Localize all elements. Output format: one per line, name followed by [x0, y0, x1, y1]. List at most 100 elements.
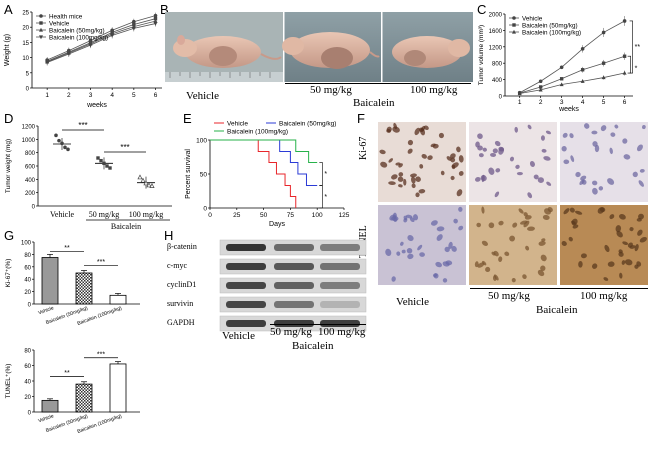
ihc-cell — [514, 126, 518, 133]
f-label-100: 100 mg/kg — [580, 290, 628, 302]
d-point — [96, 156, 100, 160]
d-point — [57, 138, 61, 143]
c-point — [580, 68, 585, 72]
panel-letter-f: F — [357, 111, 365, 126]
ihc-cell — [403, 218, 408, 223]
blot-band — [226, 244, 266, 251]
ihc-cell — [450, 175, 455, 181]
ihc-cell — [637, 229, 643, 236]
c-ylabel: Tumor volume (mm³) — [478, 25, 485, 85]
ihc-cell — [474, 261, 479, 268]
b-label-50: 50 mg/kg — [310, 84, 352, 96]
g1-bar — [75, 272, 93, 305]
c-legend-label: Baicalein (50mg/kg) — [522, 22, 578, 29]
d-ytick-label: 400 — [25, 178, 36, 184]
c-ytick-label: 400 — [492, 78, 503, 84]
c-point — [559, 65, 564, 70]
mouse-photos — [165, 12, 473, 82]
c-point — [559, 77, 564, 81]
a-xtick-label: 4 — [110, 92, 114, 99]
ihc-cell — [533, 174, 539, 180]
c-xtick-label: 3 — [560, 99, 564, 106]
g2-ytick-label: 20 — [24, 395, 31, 401]
ihc-cell — [592, 141, 598, 147]
ihc-cell — [527, 192, 533, 199]
ihc-cell — [570, 155, 575, 163]
g2-sig-label-1: ** — [64, 370, 70, 377]
panel-letter-h: H — [164, 228, 174, 243]
g2-ylabel: TUNEL⁺(%) — [5, 364, 12, 399]
g2-bar — [75, 383, 93, 413]
c-legend-marker — [512, 23, 516, 27]
mouse-vehicle — [173, 35, 282, 68]
c-sig-label-1: ** — [635, 44, 641, 51]
ihc-cell — [400, 241, 404, 246]
ihc-cell — [477, 262, 485, 268]
ihc-cell — [407, 148, 413, 154]
c-xtick-label: 2 — [539, 99, 543, 106]
ihc-cell — [603, 277, 609, 281]
ihc-cell — [591, 130, 598, 135]
blot-band — [274, 320, 314, 327]
c-series-line-2 — [519, 72, 625, 94]
d-point — [108, 166, 112, 170]
c-point — [601, 61, 606, 65]
d-point — [54, 133, 58, 138]
blot-band — [320, 301, 360, 308]
ihc-tile-bg — [560, 205, 648, 285]
ihc-cell — [634, 244, 639, 252]
ihc-cell — [619, 213, 626, 220]
ihc-cell — [546, 181, 552, 186]
c-xtick-label: 4 — [581, 99, 585, 106]
ihc-cell — [406, 248, 413, 254]
ihc-cell — [516, 171, 523, 176]
ihc-cell — [523, 220, 530, 228]
ihc-cell — [504, 251, 510, 257]
ihc-cell — [423, 125, 429, 131]
e-xtick-label: 100 — [312, 212, 323, 219]
b-group-line — [285, 83, 471, 84]
ihc-cell — [579, 179, 585, 185]
c-point — [538, 85, 543, 89]
d-sig-label-1: *** — [78, 121, 87, 130]
ihc-cell — [480, 175, 487, 182]
ihc-cell — [523, 212, 528, 217]
b-label-vehicle: Vehicle — [186, 90, 219, 102]
h-label-100: 100 mg/kg — [318, 326, 366, 338]
ihc-cell — [495, 168, 501, 173]
ihc-cell — [398, 172, 404, 177]
blot-band — [320, 244, 360, 251]
ihc-cell — [492, 275, 497, 282]
ihc-cell — [563, 159, 570, 165]
a-point — [110, 33, 115, 38]
e-xtick-label: 75 — [287, 212, 295, 219]
mouse-100mg — [392, 36, 470, 68]
ihc-cell — [458, 225, 464, 231]
ihc-cell — [458, 206, 463, 212]
ihc-cell — [482, 260, 487, 266]
c-legend-marker — [512, 16, 516, 20]
f-row-ki67: Ki-67 — [358, 136, 369, 160]
ihc-cell — [498, 220, 504, 226]
d-ylabel: Tumor weight (mg) — [5, 139, 12, 193]
western-blot: β-catenin c-myc cyclinD1 survivin GAPDH — [164, 232, 370, 352]
blot-band — [226, 263, 266, 270]
a-xlabel: weeks — [86, 102, 107, 109]
ihc-cell — [561, 145, 567, 152]
blot-band — [274, 244, 314, 251]
f-label-group: Baicalein — [536, 304, 578, 316]
ihc-cell — [561, 241, 567, 247]
ihc-cell — [395, 162, 401, 166]
ihc-cell — [527, 226, 535, 231]
ihc-cell — [388, 158, 394, 163]
ihc-cell — [492, 148, 498, 154]
ihc-cell — [639, 236, 647, 243]
ihc-cell — [458, 170, 464, 176]
e-xtick-label: 25 — [233, 212, 241, 219]
e-sig-label-2: * — [324, 194, 327, 201]
d-group-label: Baicalein — [111, 222, 141, 230]
e-series-line-0 — [210, 139, 297, 208]
ihc-cell — [391, 216, 399, 222]
d-point — [146, 182, 152, 188]
c-point — [538, 79, 543, 84]
